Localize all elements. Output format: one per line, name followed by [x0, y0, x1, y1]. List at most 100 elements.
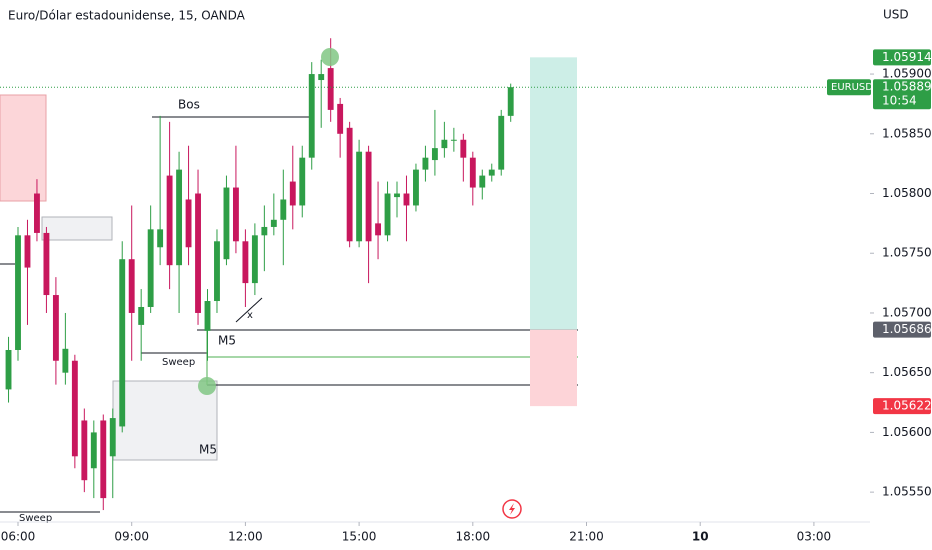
candle-body [498, 115, 505, 170]
candle-body [71, 360, 78, 457]
candle-body [441, 139, 448, 149]
candle-body [90, 432, 97, 469]
candle-body [327, 68, 334, 110]
marker [198, 377, 216, 395]
x-tick-label: 10 [692, 530, 709, 544]
x-tick-label: 15:00 [342, 530, 377, 544]
candle-body [109, 418, 116, 457]
candle-body [375, 223, 381, 236]
candle-body [299, 157, 306, 206]
candle-body [204, 301, 211, 331]
x-tick-label: 06:00 [1, 530, 36, 544]
price-box [873, 49, 931, 66]
zone-box [41, 216, 113, 241]
candle-body [450, 139, 457, 141]
annotation: Bos [178, 98, 200, 112]
candle-body [403, 193, 410, 206]
candle-body [176, 169, 183, 266]
candle-body [422, 157, 429, 170]
candle-body [119, 259, 126, 427]
candle-body [261, 226, 268, 236]
candle-body [280, 199, 287, 220]
countdown: 10:54 [882, 94, 917, 108]
x-line [235, 297, 263, 323]
candle-body [62, 348, 69, 373]
position [530, 57, 577, 407]
y-tick-label: 1.05900 [882, 67, 932, 81]
candle-body [195, 193, 201, 313]
annotation: x [247, 310, 253, 321]
candle-body [232, 187, 239, 242]
candle-body [100, 420, 107, 499]
candle-body [52, 295, 59, 361]
marker [321, 48, 339, 66]
candle-body [460, 139, 467, 158]
candle-body [157, 229, 164, 248]
price-box [873, 398, 931, 415]
candle-body [413, 169, 419, 206]
candle-body [270, 219, 277, 227]
x-tick-label: 18:00 [456, 530, 491, 544]
event-icon [509, 503, 515, 515]
price-box-label: 1.05686 [882, 322, 932, 336]
candle-body [34, 193, 40, 233]
y-tick-label: 1.05850 [882, 126, 932, 140]
annotation: M5 [199, 443, 217, 457]
candle-body [81, 420, 88, 481]
y-tick-label: 1.05600 [882, 425, 932, 439]
candle-body [488, 169, 495, 176]
candle-body [251, 235, 258, 284]
position-stop [530, 329, 577, 407]
candle-body [223, 187, 230, 260]
candle-body [356, 151, 363, 242]
candle-body [308, 74, 315, 158]
candle-body [147, 229, 154, 307]
candle-body [469, 157, 476, 188]
candle-body [5, 349, 12, 390]
y-tick-label: 1.05750 [882, 246, 932, 260]
position-target [530, 57, 577, 330]
price-box [873, 79, 931, 110]
candle-body [394, 193, 400, 198]
price-box [873, 321, 931, 338]
candle-body [128, 259, 135, 313]
candle-body [346, 127, 353, 242]
candle-body [43, 232, 50, 296]
x-tick-label: 21:00 [569, 530, 604, 544]
candle-body [384, 193, 391, 236]
candle-body [337, 103, 344, 134]
chart-title: Euro/Dólar estadounidense, 15, OANDA [8, 9, 246, 23]
y-tick-label: 1.05550 [882, 485, 932, 499]
x-tick-label: 09:00 [114, 530, 149, 544]
candle-body [185, 199, 192, 248]
zone-box [0, 94, 47, 202]
annotations: Bos M5 Sweep x M5 Sweep [0, 94, 578, 524]
candle-body [507, 87, 514, 116]
candle-body [138, 306, 145, 325]
x-tick-label: 03:00 [797, 530, 832, 544]
candle-body [242, 241, 249, 284]
y-tick-label: 1.05800 [882, 186, 932, 200]
symbol-label: EURUSD [831, 82, 873, 93]
candle-body [431, 148, 438, 161]
candle-body [24, 235, 31, 268]
y-tick-label: 1.05700 [882, 305, 932, 319]
axes: 1.05550 1.05600 1.05650 1.05700 1.05750 1.058… [1, 49, 932, 544]
x-tick-label: 12:00 [228, 530, 263, 544]
y-tick-label: 1.05650 [882, 365, 932, 379]
price-box-label: 1.05622 [882, 399, 932, 413]
markers [198, 48, 522, 519]
annotation: Sweep [162, 357, 195, 368]
candle-body [289, 181, 296, 206]
currency: USD [883, 8, 909, 22]
candle-body [214, 241, 220, 302]
symbol-box [827, 79, 871, 96]
annotation: Sweep [19, 513, 52, 524]
candles [0, 38, 870, 511]
candle-body [166, 175, 173, 266]
price-box-label: 1.05914 [882, 50, 932, 64]
annotation: M5 [218, 334, 236, 348]
candle-body [479, 175, 486, 188]
